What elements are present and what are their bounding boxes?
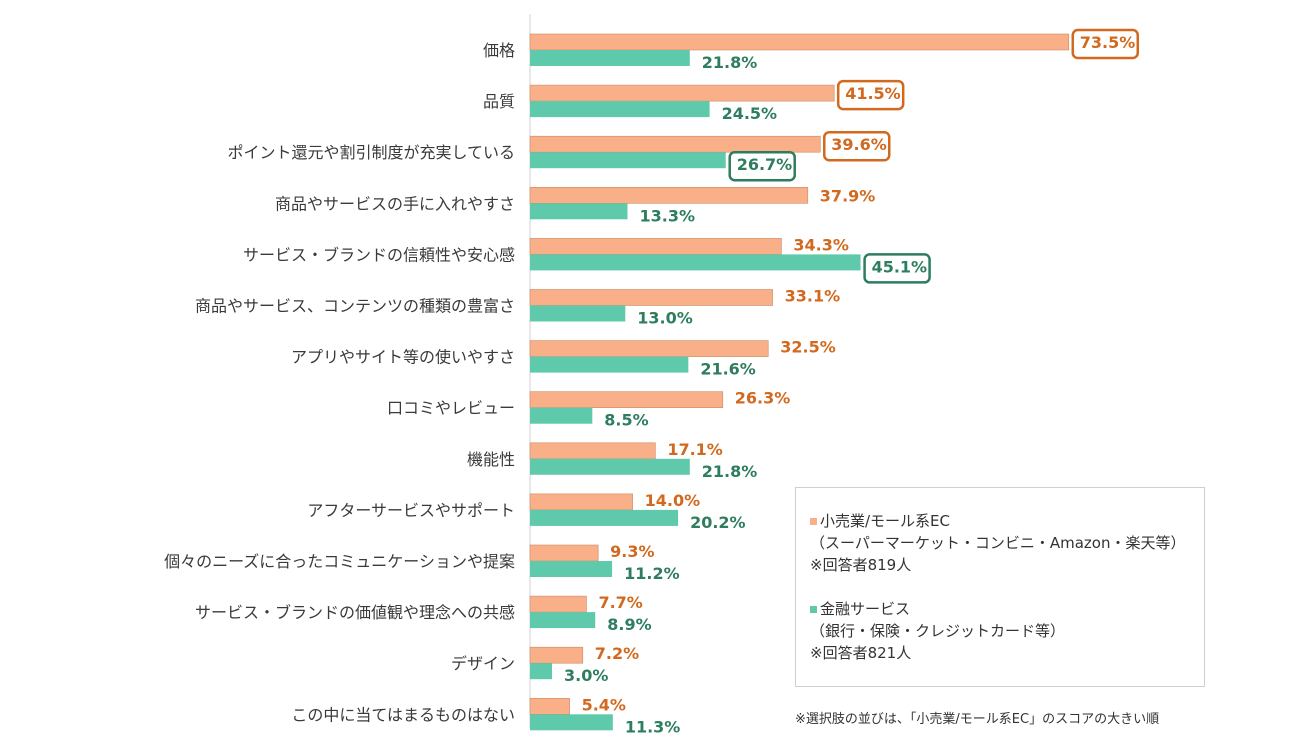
bar-financial <box>530 50 690 66</box>
bar-financial <box>530 254 861 271</box>
value-label-financial: 11.3% <box>625 717 681 736</box>
value-label-retail-ec: 7.7% <box>598 593 642 612</box>
bar-financial <box>530 714 613 731</box>
bar-retail-ec <box>529 289 773 306</box>
category-label: 口コミやレビュー <box>387 399 515 418</box>
value-label-retail-ec: 37.9% <box>820 186 876 205</box>
bar-retail-ec <box>529 544 599 562</box>
bar-financial <box>530 612 596 629</box>
highlight-box <box>823 130 891 162</box>
value-label-retail-ec: 41.5% <box>845 84 901 103</box>
value-label-retail-ec: 26.3% <box>735 389 791 408</box>
value-label-financial: 21.6% <box>700 360 756 379</box>
bar-financial <box>530 407 593 424</box>
value-label-financial: 8.5% <box>604 411 648 430</box>
bar-retail-ec <box>529 33 1070 51</box>
value-label-financial: 20.2% <box>690 513 746 532</box>
value-label-retail-ec: 14.0% <box>645 491 701 510</box>
bar-financial <box>530 305 626 322</box>
legend-detail-retail-ec: （スーパーマーケット・コンビニ・Amazon・楽天等） <box>810 534 1186 552</box>
value-label-financial: 11.2% <box>624 564 680 583</box>
sort-order-footnote: ※選択肢の並びは、「小売業/モール系EC」のスコアの大きい順 <box>795 712 1160 727</box>
value-label-retail-ec: 5.4% <box>582 695 626 714</box>
highlight-box <box>863 253 931 284</box>
bar-retail-ec <box>529 340 769 357</box>
bar-financial <box>530 509 679 526</box>
legend-entry-financial: 金融サービス （銀行・保険・クレジットカード等） ※回答者821人 <box>810 598 1204 664</box>
category-label: 機能性 <box>467 450 515 469</box>
bar-financial <box>530 203 628 220</box>
highlight-box <box>836 79 905 111</box>
value-label-financial: 26.7% <box>737 155 793 174</box>
highlight-box <box>1071 28 1140 60</box>
highlight-box <box>728 150 796 182</box>
value-label-retail-ec: 17.1% <box>667 440 723 459</box>
category-label: 個々のニーズに合ったコミュニケーションや提案 <box>164 552 515 571</box>
value-label-retail-ec: 9.3% <box>610 542 654 561</box>
category-label: デザイン <box>451 654 515 673</box>
value-label-retail-ec: 7.2% <box>595 644 639 663</box>
category-label: サービス・ブランドの価値観や理念への共感 <box>195 603 515 622</box>
value-label-financial: 21.8% <box>702 53 758 72</box>
category-label: アプリやサイト等の使いやすさ <box>291 348 515 367</box>
legend-swatch-financial <box>810 606 817 613</box>
category-label: アフターサービスやサポート <box>307 501 515 520</box>
bar-financial <box>530 152 726 169</box>
value-label-financial: 24.5% <box>722 104 778 123</box>
legend-label-financial: 金融サービス <box>820 600 911 618</box>
value-label-financial: 13.3% <box>639 206 695 225</box>
legend-respondents-retail-ec: ※回答者819人 <box>810 556 912 574</box>
bar-retail-ec <box>529 238 782 255</box>
category-label: この中に当てはまるものはない <box>291 705 515 724</box>
category-label: サービス・ブランドの信頼性や安心感 <box>243 245 515 264</box>
legend-label-retail-ec: 小売業/モール系EC <box>820 512 951 530</box>
bar-financial <box>530 458 690 475</box>
chart-legend: 小売業/モール系EC （スーパーマーケット・コンビニ・Amazon・楽天等） ※… <box>795 487 1205 687</box>
bar-retail-ec <box>529 697 570 715</box>
bar-financial <box>530 663 552 680</box>
value-label-financial: 13.0% <box>637 309 693 328</box>
legend-entry-retail-ec: 小売業/モール系EC （スーパーマーケット・コンビニ・Amazon・楽天等） ※… <box>810 510 1204 576</box>
category-label: 品質 <box>483 92 515 111</box>
value-label-retail-ec: 73.5% <box>1080 33 1136 52</box>
value-label-retail-ec: 39.6% <box>831 135 887 154</box>
bar-retail-ec <box>529 493 633 511</box>
value-label-financial: 3.0% <box>564 666 608 685</box>
value-label-financial: 21.8% <box>702 462 758 481</box>
bar-financial <box>530 561 613 577</box>
value-label-financial: 8.9% <box>607 615 651 634</box>
bar-retail-ec <box>529 391 724 409</box>
value-label-financial: 45.1% <box>872 257 928 276</box>
value-label-retail-ec: 32.5% <box>780 338 836 357</box>
category-label: ポイント還元や割引制度が充実している <box>227 143 515 162</box>
category-label: 商品やサービス、コンテンツの種類の豊富さ <box>195 297 515 316</box>
bar-retail-ec <box>529 595 587 613</box>
bar-retail-ec <box>529 646 584 664</box>
value-label-retail-ec: 33.1% <box>785 287 841 306</box>
category-label: 価格 <box>483 41 515 60</box>
bar-retail-ec <box>529 135 821 153</box>
legend-swatch-retail-ec <box>810 518 817 525</box>
category-label: 商品やサービスの手に入れやすさ <box>275 194 515 213</box>
legend-respondents-financial: ※回答者821人 <box>810 644 912 662</box>
value-label-retail-ec: 34.3% <box>793 235 849 254</box>
bar-retail-ec <box>529 84 835 102</box>
bar-financial <box>530 101 710 118</box>
bar-retail-ec <box>529 442 656 460</box>
bar-retail-ec <box>529 187 809 204</box>
bar-financial <box>530 356 689 373</box>
legend-detail-financial: （銀行・保険・クレジットカード等） <box>810 622 1066 640</box>
